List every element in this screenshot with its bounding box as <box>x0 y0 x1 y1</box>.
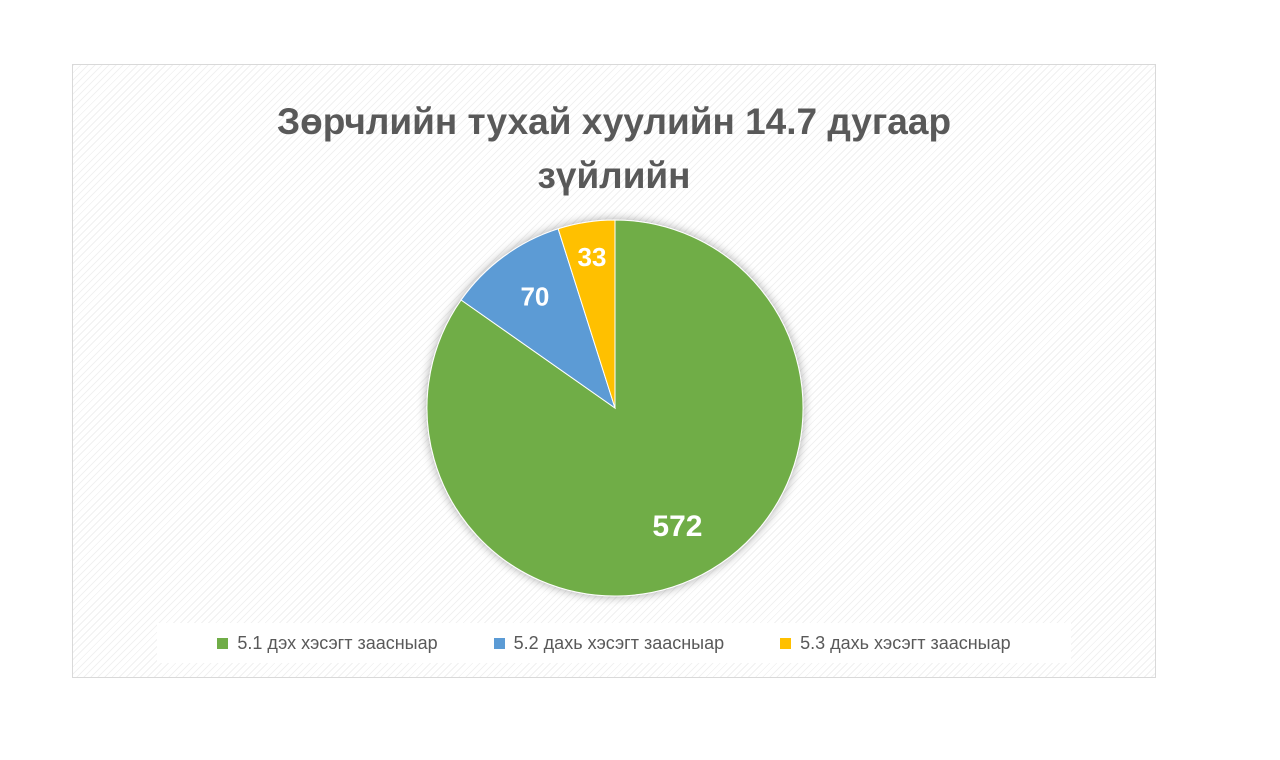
legend-swatch-2 <box>493 637 505 649</box>
pie-chart: 572 70 33 <box>426 219 804 597</box>
legend-swatch-1 <box>217 637 229 649</box>
legend-item-3: 5.3 дахь хэсэгт заасныар <box>780 632 1011 654</box>
legend-swatch-3 <box>780 637 792 649</box>
legend: 5.1 дэх хэсэгт заасныар 5.2 дахь хэсэгт з… <box>157 623 1071 663</box>
data-label-1: 572 <box>652 510 702 543</box>
legend-label-1: 5.1 дэх хэсэгт заасныар <box>237 632 438 653</box>
pie-slice-3 <box>557 219 616 409</box>
chart-title: Зөрчлийн тухай хуулийн 14.7 дугаар зүйли… <box>73 95 1155 203</box>
legend-item-1: 5.1 дэх хэсэгт заасныар <box>217 632 438 654</box>
legend-item-2: 5.2 дахь хэсэгт заасныар <box>493 632 725 654</box>
pie-slice-2 <box>460 228 616 410</box>
chart-title-line-2: зүйлийн <box>537 155 691 196</box>
data-label-2: 70 <box>520 282 549 312</box>
legend-label-2: 5.2 дахь хэсэгт заасныар <box>513 632 725 653</box>
chart-title-line-1: Зөрчлийн тухай хуулийн 14.7 дугаар <box>276 101 952 142</box>
chart-area: Зөрчлийн тухай хуулийн 14.7 дугаар зүйли… <box>72 64 1156 678</box>
data-label-3: 33 <box>578 242 607 272</box>
legend-label-3: 5.3 дахь хэсэгт заасныар <box>800 632 1011 653</box>
